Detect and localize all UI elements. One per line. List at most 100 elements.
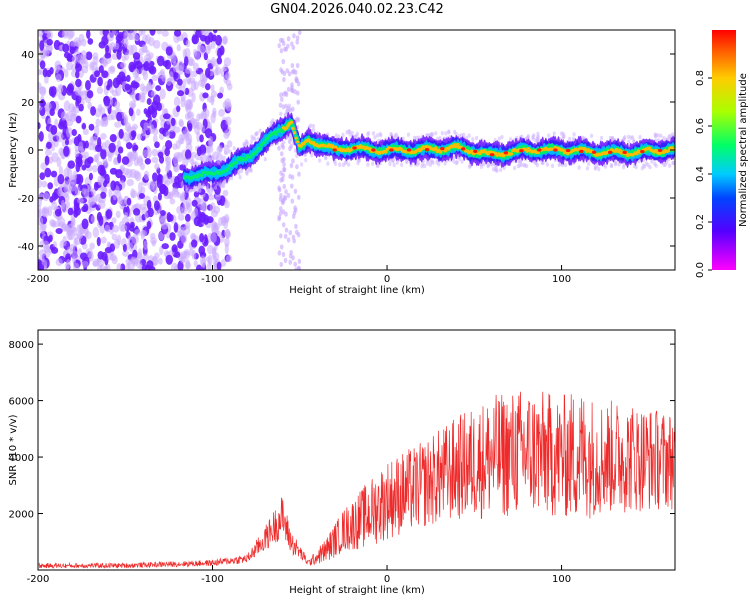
streak-blob bbox=[295, 35, 300, 41]
noise-blob bbox=[157, 257, 163, 265]
noise-blob bbox=[84, 151, 89, 159]
noise-blob bbox=[57, 173, 65, 185]
halo-dot bbox=[634, 164, 638, 170]
streak-blob bbox=[290, 82, 294, 88]
ridge-cell bbox=[561, 148, 565, 152]
noise-blob bbox=[210, 232, 217, 243]
halo-dot bbox=[341, 162, 346, 168]
noise-blob bbox=[164, 59, 172, 70]
noise-blob bbox=[38, 216, 44, 226]
noise-blob bbox=[104, 52, 112, 59]
noise-blob bbox=[39, 172, 46, 181]
halo-dot bbox=[338, 162, 342, 167]
halo-dot bbox=[522, 162, 526, 168]
noise-blob bbox=[141, 149, 150, 158]
noise-blob bbox=[46, 141, 52, 150]
ridge-cell bbox=[617, 148, 622, 152]
noise-blob bbox=[173, 163, 181, 173]
halo-dot bbox=[394, 132, 398, 137]
noise-blob bbox=[109, 167, 118, 175]
ridge-peak bbox=[473, 149, 478, 154]
noise-blob bbox=[142, 253, 149, 261]
halo-dot bbox=[572, 132, 576, 137]
noise-blob bbox=[152, 183, 158, 194]
noise-blob bbox=[81, 164, 87, 171]
streak-blob bbox=[293, 261, 298, 267]
noise-blob bbox=[130, 102, 136, 110]
noise-blob bbox=[57, 83, 64, 94]
noise-blob bbox=[50, 125, 58, 135]
ridge-cell bbox=[434, 146, 438, 151]
noise-blob bbox=[200, 78, 206, 89]
halo-dot bbox=[300, 162, 304, 167]
noise-blob bbox=[126, 74, 131, 83]
spectrogram-y-ticks: -40 -20 0 20 40 bbox=[18, 50, 675, 253]
streak-blob bbox=[295, 62, 300, 69]
noise-blob bbox=[206, 216, 214, 224]
noise-blob bbox=[39, 223, 46, 234]
noise-blob bbox=[58, 165, 63, 177]
halo-dot bbox=[200, 184, 204, 189]
halo-dot bbox=[541, 160, 545, 165]
halo-dot bbox=[462, 132, 466, 138]
ridge-cell bbox=[280, 129, 284, 134]
noise-blob bbox=[46, 38, 53, 46]
streak-blob bbox=[278, 206, 283, 212]
noise-blob bbox=[224, 200, 230, 209]
noise-blob bbox=[165, 131, 171, 139]
noise-blob bbox=[225, 116, 232, 126]
noise-blob bbox=[97, 76, 103, 87]
halo-dot bbox=[621, 164, 626, 170]
noise-blob bbox=[146, 81, 153, 92]
noise-blob bbox=[152, 39, 161, 49]
noise-blob bbox=[90, 106, 97, 116]
noise-blob bbox=[44, 76, 49, 84]
noise-blob bbox=[198, 45, 206, 54]
streak-blob bbox=[282, 167, 287, 173]
halo-dot bbox=[346, 162, 351, 167]
noise-blob bbox=[157, 55, 165, 67]
streak-blob bbox=[284, 103, 288, 109]
noise-blob bbox=[68, 103, 76, 113]
halo-dot bbox=[475, 135, 479, 141]
streak-blob bbox=[286, 237, 291, 243]
noise-blob bbox=[146, 98, 152, 105]
noise-blob bbox=[184, 103, 190, 111]
noise-blob bbox=[39, 249, 47, 257]
noise-blob bbox=[132, 81, 140, 89]
halo-dot bbox=[254, 132, 258, 137]
noise-blob bbox=[76, 232, 83, 239]
noise-blob bbox=[223, 74, 229, 84]
noise-blob bbox=[202, 92, 209, 99]
noise-blob bbox=[100, 236, 107, 244]
noise-blob bbox=[184, 56, 189, 67]
streak-blob bbox=[277, 43, 282, 49]
ridge-peak bbox=[608, 150, 613, 154]
noise-blob bbox=[89, 242, 95, 250]
halo-dot bbox=[585, 166, 590, 171]
noise-blob bbox=[143, 240, 149, 250]
halo-dot bbox=[428, 132, 432, 138]
noise-blob bbox=[106, 32, 115, 42]
noise-blob bbox=[191, 199, 198, 207]
noise-blob bbox=[177, 172, 185, 182]
noise-blob bbox=[157, 71, 166, 79]
noise-blob bbox=[111, 217, 117, 224]
noise-blob bbox=[210, 112, 216, 124]
halo-dot bbox=[561, 131, 565, 137]
halo-dot bbox=[467, 133, 471, 138]
streak-blob bbox=[293, 69, 298, 75]
streak-blob bbox=[279, 177, 283, 183]
noise-blob bbox=[101, 70, 109, 78]
noise-blob bbox=[76, 54, 84, 63]
noise-blob bbox=[202, 108, 210, 119]
noise-blob bbox=[101, 116, 109, 128]
ridge-cell bbox=[258, 146, 262, 151]
noise-blob bbox=[162, 185, 169, 197]
streak-blob bbox=[284, 189, 288, 195]
noise-blob bbox=[200, 125, 206, 133]
halo-dot bbox=[631, 135, 635, 140]
noise-blob bbox=[104, 173, 110, 185]
noise-blob bbox=[55, 227, 63, 235]
noise-blob bbox=[146, 199, 152, 210]
